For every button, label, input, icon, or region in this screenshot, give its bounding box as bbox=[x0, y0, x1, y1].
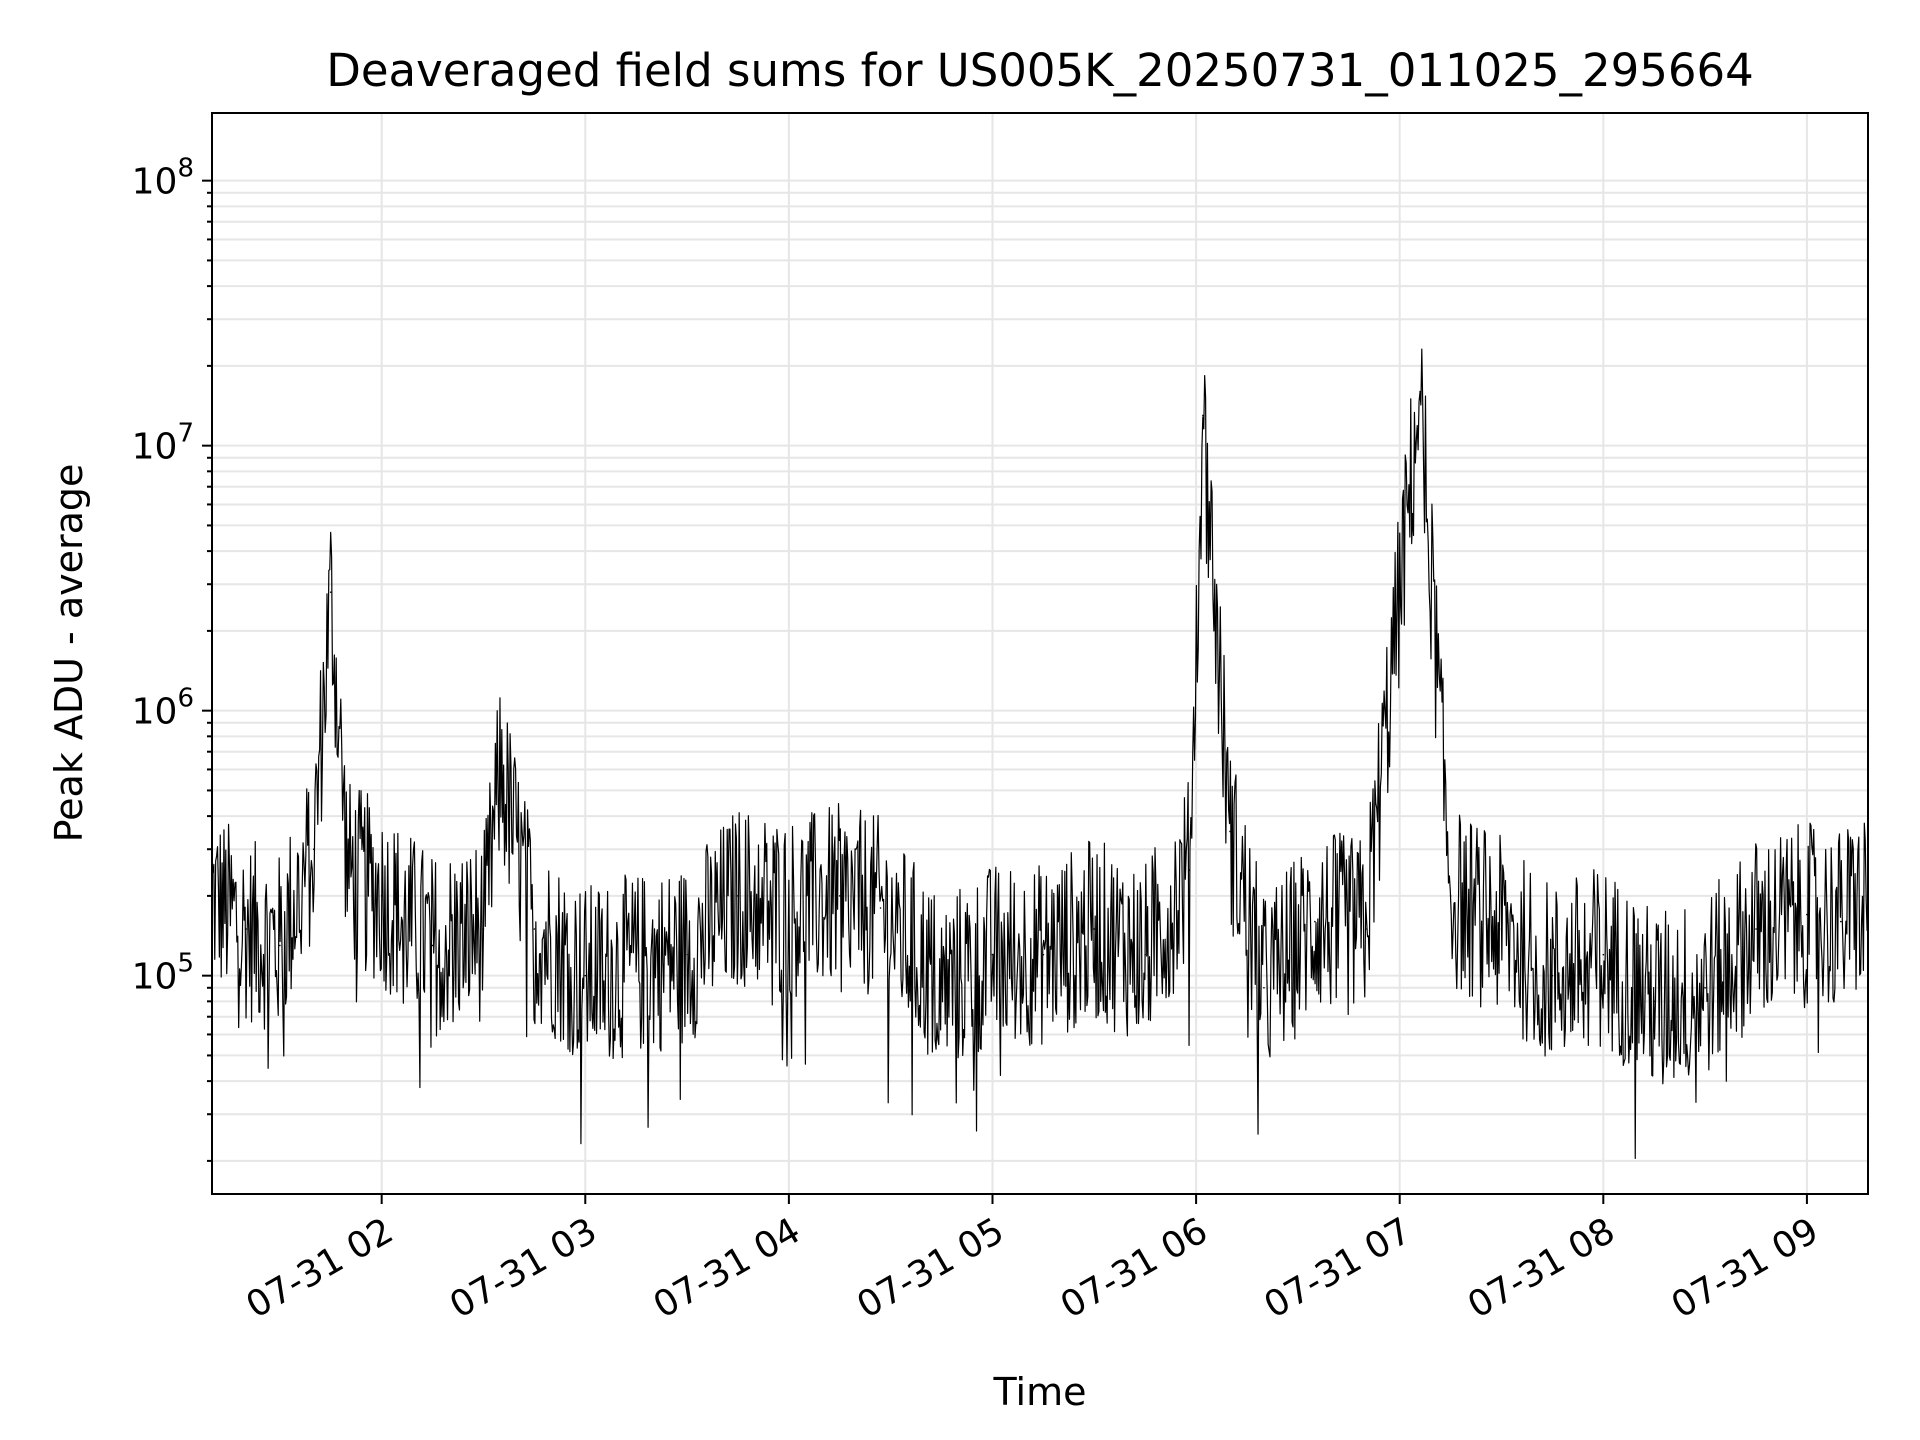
chart-title: Deaveraged field sums for US005K_2025073… bbox=[326, 44, 1754, 97]
data-point bbox=[499, 768, 502, 771]
data-point bbox=[1500, 928, 1503, 930]
data-point bbox=[346, 869, 349, 872]
data-point bbox=[1840, 920, 1842, 923]
data-point bbox=[1364, 928, 1367, 930]
data-point bbox=[1806, 913, 1808, 916]
data-point bbox=[329, 591, 332, 593]
data-point bbox=[245, 928, 247, 930]
data-point bbox=[584, 974, 587, 977]
data-point bbox=[313, 848, 315, 851]
y-tick-label: 106 bbox=[132, 684, 194, 733]
data-point bbox=[1314, 920, 1316, 923]
data-point bbox=[211, 895, 213, 897]
x-tick-label: 07-31 08 bbox=[1461, 1210, 1622, 1326]
data-point bbox=[1755, 928, 1757, 930]
y-tick-label: 105 bbox=[132, 949, 194, 998]
series-line bbox=[211, 348, 1869, 1159]
x-tick-label: 07-31 06 bbox=[1054, 1210, 1215, 1326]
x-tick-label: 07-31 05 bbox=[850, 1210, 1011, 1326]
data-point bbox=[1188, 869, 1191, 872]
data-point bbox=[431, 944, 434, 947]
data-point bbox=[788, 907, 790, 909]
data-point bbox=[940, 986, 943, 989]
data-point bbox=[1704, 986, 1706, 989]
data-point bbox=[1093, 928, 1096, 930]
data-point bbox=[482, 928, 485, 930]
y-axis: 105 106 107 108 bbox=[132, 154, 212, 1162]
x-tick-label: 07-31 07 bbox=[1258, 1210, 1419, 1326]
data-point bbox=[1229, 830, 1231, 833]
x-axis: 07-31 02 07-31 03 07-31 04 07-31 05 07-31 06… bbox=[239, 1194, 1825, 1327]
data-points bbox=[211, 390, 1869, 1003]
x-axis-label: Time bbox=[993, 1370, 1087, 1414]
x-tick-label: 07-31 09 bbox=[1665, 1210, 1826, 1326]
data-point bbox=[1263, 986, 1265, 989]
data-point bbox=[279, 944, 281, 947]
data-point bbox=[1551, 974, 1554, 977]
y-axis-label: Peak ADU - average bbox=[47, 464, 91, 843]
x-tick-label: 07-31 03 bbox=[443, 1210, 604, 1326]
x-tick-label: 07-31 04 bbox=[647, 1210, 808, 1326]
data-point bbox=[1449, 895, 1452, 897]
data-point bbox=[686, 953, 688, 956]
data-point bbox=[879, 907, 882, 909]
data-point bbox=[1202, 414, 1204, 417]
plot-frame bbox=[211, 112, 1869, 1195]
y-tick-label: 107 bbox=[132, 419, 194, 468]
y-tick-label: 108 bbox=[132, 154, 194, 203]
data-point bbox=[380, 895, 383, 897]
data-point bbox=[1602, 953, 1605, 956]
data-point bbox=[533, 928, 536, 930]
data-point bbox=[1042, 953, 1045, 956]
data-point bbox=[635, 963, 637, 966]
data-point bbox=[991, 953, 994, 956]
data-point bbox=[1867, 895, 1869, 897]
data-point bbox=[1419, 390, 1421, 393]
x-tick-label: 07-31 02 bbox=[239, 1210, 400, 1326]
data-point bbox=[838, 895, 841, 897]
data-point bbox=[1144, 953, 1146, 956]
data-point bbox=[737, 895, 739, 897]
data-point bbox=[1653, 1000, 1656, 1003]
